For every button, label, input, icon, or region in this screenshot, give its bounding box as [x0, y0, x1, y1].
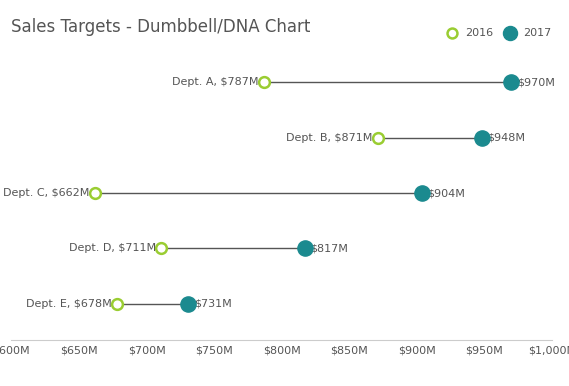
Text: $731M: $731M	[194, 299, 232, 309]
Point	[90, 190, 100, 196]
Point	[373, 135, 382, 141]
Text: Dept. B, $871M: Dept. B, $871M	[286, 133, 372, 143]
Text: $970M: $970M	[517, 77, 555, 87]
Point	[157, 245, 166, 251]
Text: Dept. A, $787M: Dept. A, $787M	[172, 77, 259, 87]
Text: Sales Targets - Dumbbell/DNA Chart: Sales Targets - Dumbbell/DNA Chart	[11, 19, 311, 36]
Text: Dept. E, $678M: Dept. E, $678M	[26, 299, 112, 309]
Text: $817M: $817M	[310, 243, 348, 253]
Point	[112, 301, 121, 307]
Legend: 2016, 2017: 2016, 2017	[441, 29, 552, 38]
Text: Dept. C, $662M: Dept. C, $662M	[3, 188, 90, 198]
Point	[184, 301, 193, 307]
Text: $948M: $948M	[487, 133, 525, 143]
Point	[507, 79, 516, 85]
Point	[300, 245, 309, 251]
Text: Dept. D, $711M: Dept. D, $711M	[69, 243, 156, 253]
Text: $904M: $904M	[428, 188, 465, 198]
Point	[418, 190, 427, 196]
Point	[477, 135, 486, 141]
Point	[259, 79, 269, 85]
